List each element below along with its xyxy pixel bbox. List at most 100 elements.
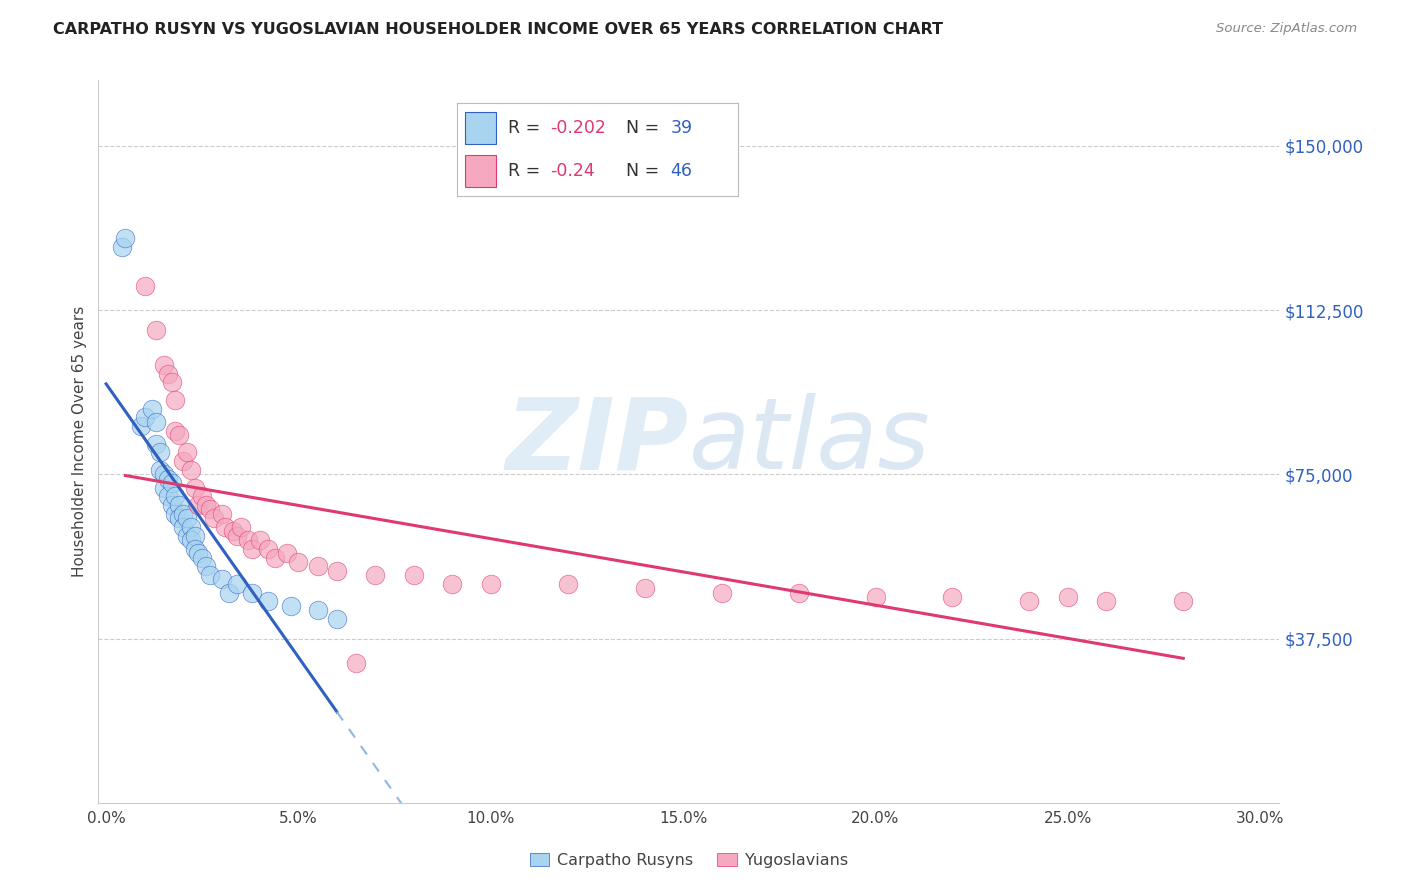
Point [180, 533, 202, 547]
Point [167, 498, 190, 512]
Point [557, 577, 579, 591]
Point [256, 594, 278, 608]
Point [865, 590, 887, 604]
Point [1057, 590, 1080, 604]
Point [276, 546, 298, 560]
Point [165, 507, 187, 521]
Y-axis label: Householder Income Over 65 years: Householder Income Over 65 years [72, 306, 87, 577]
Point [218, 585, 240, 599]
Point [153, 467, 176, 482]
Point [195, 559, 218, 574]
Point [226, 529, 249, 543]
Point [183, 481, 205, 495]
Point [240, 585, 263, 599]
Point [160, 376, 183, 390]
Point [156, 489, 179, 503]
Point [165, 424, 187, 438]
Text: 46: 46 [671, 162, 693, 180]
Point [634, 581, 657, 595]
Point [172, 454, 194, 468]
Point [249, 533, 271, 547]
Point [114, 231, 136, 245]
Text: N =: N = [626, 162, 665, 180]
Point [149, 463, 172, 477]
Text: -0.24: -0.24 [550, 162, 595, 180]
Text: atlas: atlas [689, 393, 931, 490]
Point [156, 367, 179, 381]
Text: ZIP: ZIP [506, 393, 689, 490]
Point [307, 603, 329, 617]
Point [180, 520, 202, 534]
Text: Source: ZipAtlas.com: Source: ZipAtlas.com [1216, 22, 1357, 36]
Point [165, 392, 187, 407]
Point [134, 279, 156, 293]
Point [187, 546, 209, 560]
Point [160, 476, 183, 491]
Point [222, 524, 245, 539]
Point [176, 529, 198, 543]
Point [211, 573, 233, 587]
Point [364, 568, 387, 582]
Point [402, 568, 425, 582]
Point [165, 489, 187, 503]
Point [307, 559, 329, 574]
Point [226, 577, 249, 591]
Point [167, 511, 190, 525]
Point [479, 577, 502, 591]
Point [145, 415, 167, 429]
Point [1173, 594, 1195, 608]
Point [344, 656, 367, 670]
Point [167, 428, 190, 442]
Text: -0.202: -0.202 [550, 119, 606, 136]
Point [1018, 594, 1040, 608]
Point [941, 590, 963, 604]
Point [198, 502, 221, 516]
Point [280, 599, 302, 613]
Point [134, 410, 156, 425]
Point [176, 445, 198, 459]
Point [153, 358, 176, 372]
Point [264, 550, 287, 565]
Point [149, 445, 172, 459]
Point [326, 612, 349, 626]
Point [172, 520, 194, 534]
Point [183, 529, 205, 543]
Point [176, 511, 198, 525]
Point [145, 323, 167, 337]
Point [256, 541, 278, 556]
Point [183, 541, 205, 556]
Point [141, 401, 163, 416]
Point [287, 555, 309, 569]
Text: 39: 39 [671, 119, 693, 136]
Point [441, 577, 464, 591]
Point [129, 419, 152, 434]
Point [191, 489, 214, 503]
Point [198, 568, 221, 582]
Point [710, 585, 733, 599]
Point [110, 240, 132, 254]
Point [214, 520, 236, 534]
Point [238, 533, 260, 547]
Text: R =: R = [508, 162, 546, 180]
Text: CARPATHO RUSYN VS YUGOSLAVIAN HOUSEHOLDER INCOME OVER 65 YEARS CORRELATION CHART: CARPATHO RUSYN VS YUGOSLAVIAN HOUSEHOLDE… [53, 22, 943, 37]
Point [211, 507, 233, 521]
Point [229, 520, 252, 534]
Text: R =: R = [508, 119, 546, 136]
Point [240, 541, 263, 556]
Text: N =: N = [626, 119, 665, 136]
Point [180, 463, 202, 477]
Point [1095, 594, 1118, 608]
Point [156, 472, 179, 486]
Point [145, 436, 167, 450]
Legend: Carpatho Rusyns, Yugoslavians: Carpatho Rusyns, Yugoslavians [524, 847, 853, 874]
FancyBboxPatch shape [465, 155, 496, 187]
Point [195, 498, 218, 512]
Point [187, 498, 209, 512]
Point [202, 511, 225, 525]
Point [191, 550, 214, 565]
Point [787, 585, 810, 599]
FancyBboxPatch shape [465, 112, 496, 144]
Point [160, 498, 183, 512]
Point [172, 507, 194, 521]
Point [326, 564, 349, 578]
